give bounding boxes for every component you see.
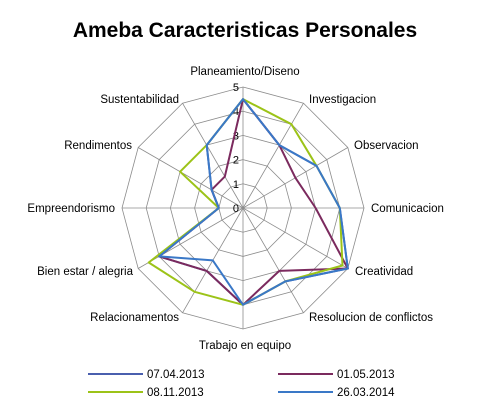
tick-label: 4 [233,106,239,118]
grid-spoke [182,103,244,209]
radial-tick-labels: 0 1 2 3 4 5 [233,82,239,215]
category-label: Bien estar / alegria [37,266,133,278]
category-label: Comunicacion [371,203,444,215]
category-labels: Planeamiento/Diseno Investigacion Observac… [27,66,443,352]
grid-spoke [242,103,304,209]
category-label: Trabajo en equipo [199,340,291,352]
grid-spoke [138,147,244,209]
category-label: Rendimentos [64,140,132,152]
legend-label: 08.11.2013 [147,387,204,399]
series-line-3 [147,98,344,306]
radar-series [147,98,349,306]
grid-spoke [242,207,348,269]
legend-label: 07.04.2013 [147,369,205,381]
category-label: Creatividad [355,266,413,278]
grid-spoke [242,207,304,313]
tick-label: 5 [233,82,239,94]
category-label: Relacionamentos [90,312,179,324]
tick-label: 2 [233,155,239,167]
tick-label: 1 [233,179,239,191]
category-label: Sustentabilidad [100,94,179,106]
chart-legend: 07.04.2013 01.05.2013 08.11.2013 26.03.2014 [88,369,395,399]
legend-label: 26.03.2014 [337,387,395,399]
grid-spoke [138,207,244,269]
radar-grid [121,86,365,330]
legend-label: 01.05.2013 [337,369,395,381]
tick-label: 3 [233,130,239,142]
category-label: Observacion [354,140,419,152]
category-label: Investigacion [309,94,376,106]
chart-title: Ameba Caracteristicas Personales [73,19,417,42]
series-line-4 [158,98,349,306]
category-label: Planeamiento/Diseno [190,66,299,78]
category-label: Resolucion de conflictos [309,312,433,324]
category-label: Empreendorismo [27,203,115,215]
tick-label: 0 [233,203,239,215]
